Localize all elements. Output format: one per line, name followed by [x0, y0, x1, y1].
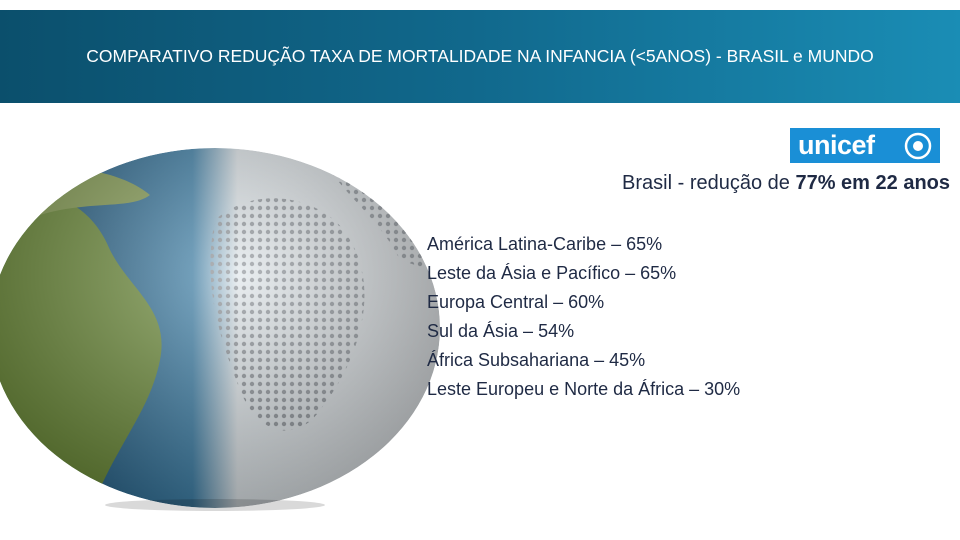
logo-text: unicef — [798, 130, 875, 160]
region-item: Leste Europeu e Norte da África – 30% — [427, 379, 741, 399]
unicef-logo: unicef — [790, 128, 940, 163]
globe-illustration — [0, 148, 440, 511]
region-item: África Subsahariana – 45% — [427, 350, 646, 370]
headline: Brasil - redução de 77% em 22 anos — [622, 172, 950, 195]
headline-text: Brasil - redução de — [622, 172, 796, 194]
region-list: América Latina-Caribe – 65% Leste da Ásia… — [427, 230, 740, 404]
region-item: Sul da Ásia – 54% — [427, 321, 575, 341]
header-banner: COMPARATIVO REDUÇÃO TAXA DE MORTALIDADE … — [0, 10, 960, 103]
slide-title: COMPARATIVO REDUÇÃO TAXA DE MORTALIDADE … — [86, 46, 874, 66]
region-item: América Latina-Caribe – 65% — [427, 234, 663, 254]
region-item: Europa Central – 60% — [427, 292, 605, 312]
region-item: Leste da Ásia e Pacífico – 65% — [427, 263, 677, 283]
logo-emblem — [904, 132, 932, 160]
headline-emphasis: 77% em 22 anos — [795, 172, 950, 194]
